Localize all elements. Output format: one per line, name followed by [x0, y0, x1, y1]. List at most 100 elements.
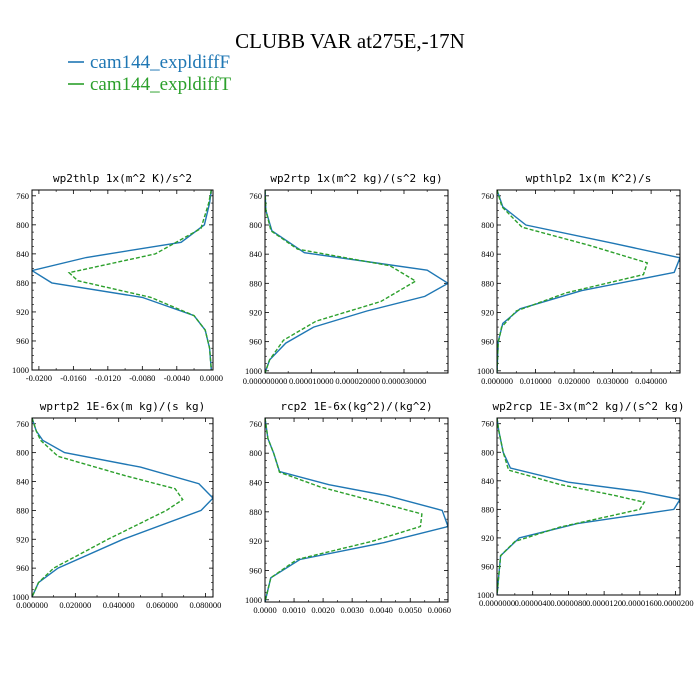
x-tick-label: 0.000030000 [382, 376, 427, 386]
x-tick-label: 0.060000 [146, 600, 178, 610]
y-tick-label: 760 [249, 419, 262, 429]
y-tick-label: 760 [16, 191, 29, 201]
x-tick-label: 0.0010 [282, 605, 305, 615]
x-tick-label: 0.030000 [597, 376, 629, 386]
y-tick-label: 840 [16, 477, 29, 487]
x-tick-label: 0.020000 [59, 600, 91, 610]
plot-frame [264, 189, 449, 374]
y-tick-label: 840 [249, 478, 262, 488]
y-tick-label: 800 [481, 220, 494, 230]
y-tick-label: 880 [481, 278, 494, 288]
plot-frame [496, 189, 681, 374]
y-tick-label: 1000 [477, 366, 494, 376]
y-tick-label: 1000 [245, 366, 262, 376]
y-tick-label: 920 [481, 307, 494, 317]
x-tick-label: 0.0000200 [657, 598, 693, 608]
x-tick-label: -0.0120 [95, 373, 121, 383]
y-tick-label: 800 [249, 448, 262, 458]
y-tick-label: 760 [481, 419, 494, 429]
series-line-2 [265, 418, 423, 602]
panel-4: wprtp2 1E-6x(m kg)/(s kg) 760 800 840 880 920… [12, 400, 221, 610]
y-tick-label: 800 [16, 448, 29, 458]
y-tick-label: 800 [249, 220, 262, 230]
y-tick-label: 1000 [245, 595, 262, 605]
panel-1: wp2thlp 1x(m^2 K)/s^2 760 800 840 880 920 960 1… [12, 172, 223, 383]
x-tick-label: -0.0040 [164, 373, 190, 383]
y-tick-label: 960 [249, 565, 262, 575]
y-tick-label: 840 [481, 476, 494, 486]
x-tick-label: 0.040000 [103, 600, 135, 610]
x-tick-label: 0.000020000 [335, 376, 380, 386]
y-tick-label: 800 [16, 220, 29, 230]
x-tick-label: 0.0000080 [550, 598, 586, 608]
y-tick-label: 920 [249, 307, 262, 317]
x-tick-label: 0.0060 [428, 605, 451, 615]
panel-title: wpthlp2 1x(m K^2)/s [526, 172, 652, 185]
figure-title: CLUBB VAR at275E,-17N [235, 29, 465, 53]
y-tick-label: 760 [481, 191, 494, 201]
y-tick-label: 920 [16, 534, 29, 544]
y-tick-label: 840 [481, 249, 494, 259]
y-tick-label: 960 [16, 563, 29, 573]
legend-label-2: cam144_expldiffT [90, 74, 231, 95]
series-line-1 [32, 190, 212, 370]
panels: wp2thlp 1x(m^2 K)/s^2 760 800 840 880 920 960 1… [12, 172, 694, 615]
panel-3: wpthlp2 1x(m K^2)/s 760 800 840 880 920 960 100… [477, 172, 681, 386]
legend-label-1: cam144_expldiffF [90, 52, 230, 73]
y-tick-label: 920 [481, 533, 494, 543]
x-tick-label: 0.000000 [481, 376, 513, 386]
y-tick-label: 1000 [12, 592, 29, 602]
y-tick-label: 760 [16, 419, 29, 429]
series-line-1 [32, 418, 213, 597]
y-tick-label: 880 [16, 278, 29, 288]
x-tick-label: 0.000000 [16, 600, 48, 610]
x-tick-label: -0.0200 [26, 373, 52, 383]
x-tick-label: -0.0080 [129, 373, 155, 383]
x-tick-label: 0.0040 [370, 605, 393, 615]
x-tick-label: 0.040000 [635, 376, 667, 386]
x-tick-label: 0.0000 [200, 373, 223, 383]
series-line-2 [497, 190, 649, 373]
y-tick-label: 800 [481, 447, 494, 457]
plot-frame [31, 417, 214, 598]
series-line-1 [265, 190, 448, 373]
series-line-2 [32, 418, 184, 597]
x-tick-label: 0.0030 [340, 605, 363, 615]
x-tick-label: 0.0020 [311, 605, 334, 615]
y-tick-label: 1000 [477, 590, 494, 600]
x-tick-label: 0.0050 [399, 605, 422, 615]
plot-frame [264, 417, 449, 603]
series-line-2 [497, 418, 646, 595]
legend: cam144_expldiffF cam144_expldiffT [68, 52, 231, 95]
x-tick-label: 0.000000000 [243, 376, 288, 386]
y-tick-label: 840 [16, 249, 29, 259]
y-tick-label: 880 [16, 505, 29, 515]
plot-frame [496, 417, 681, 596]
y-tick-label: 960 [481, 561, 494, 571]
series-line-2 [265, 190, 417, 373]
y-tick-label: 960 [481, 337, 494, 347]
y-tick-label: 1000 [12, 365, 29, 375]
panel-6: wp2rcp 1E-3x(m^2 kg)/(s^2 kg) 760 800 840 88… [477, 400, 694, 608]
y-tick-label: 880 [249, 507, 262, 517]
x-tick-label: 0.080000 [189, 600, 221, 610]
y-tick-label: 760 [249, 191, 262, 201]
panel-title: wprtp2 1E-6x(m kg)/(s kg) [40, 400, 206, 413]
y-tick-label: 880 [481, 504, 494, 514]
y-tick-label: 880 [249, 278, 262, 288]
x-tick-label: 0.010000 [520, 376, 552, 386]
x-tick-label: -0.0160 [60, 373, 86, 383]
y-tick-label: 840 [249, 249, 262, 259]
y-tick-label: 960 [249, 337, 262, 347]
y-tick-label: 960 [16, 336, 29, 346]
x-tick-label: 0.0000000 [479, 598, 515, 608]
panel-title: wp2thlp 1x(m^2 K)/s^2 [53, 172, 192, 185]
plot-frame [31, 189, 214, 371]
x-tick-label: 0.020000 [558, 376, 590, 386]
y-tick-label: 920 [16, 307, 29, 317]
panel-5: rcp2 1E-6x(kg^2)/(kg^2) 760 800 840 880 920 96… [245, 400, 451, 615]
x-tick-label: 0.0000160 [622, 598, 658, 608]
x-tick-label: 0.0000120 [586, 598, 622, 608]
x-tick-label: 0.0000 [253, 605, 276, 615]
